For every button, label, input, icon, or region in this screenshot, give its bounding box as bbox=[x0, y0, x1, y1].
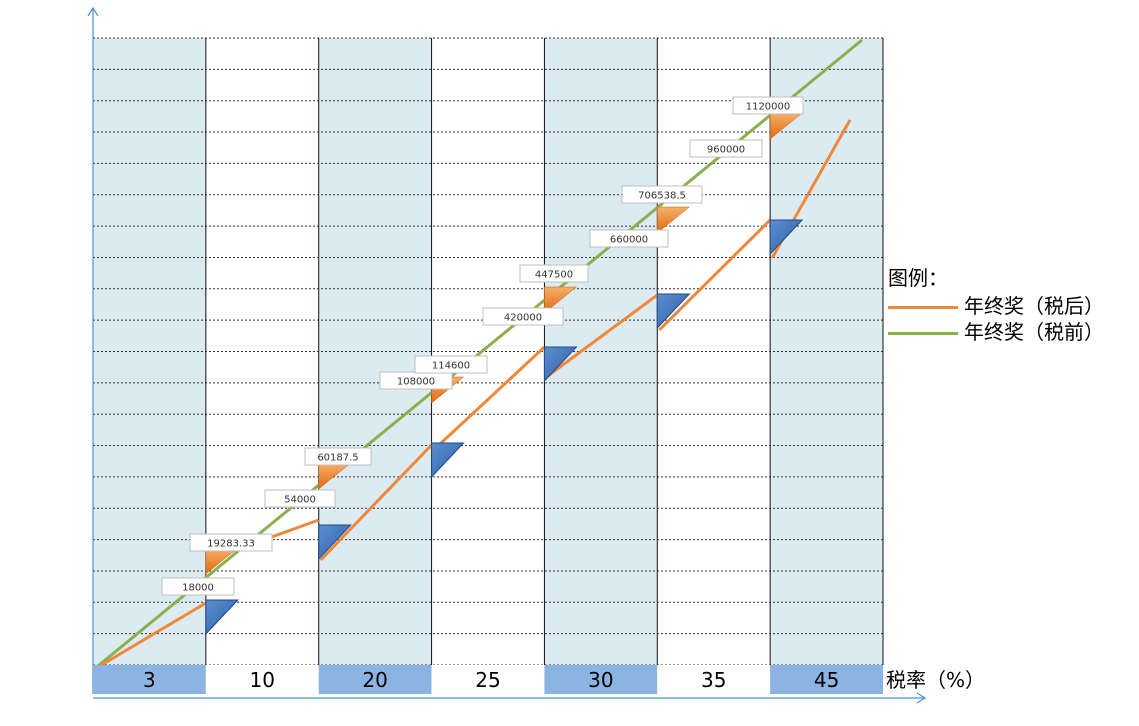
pre-tax-threshold-label: 108000 bbox=[397, 377, 435, 388]
after-tax-label-box bbox=[519, 264, 589, 283]
after-tax-threshold-label: 19283.33 bbox=[207, 539, 255, 550]
legend: 图例： 年终奖（税后） 年终奖（税前） bbox=[888, 262, 1104, 345]
x-tick-label: 45 bbox=[814, 668, 839, 692]
legend-item-after-tax: 年终奖（税后） bbox=[888, 293, 1104, 319]
after-tax-threshold-label: 114600 bbox=[432, 361, 470, 372]
pre-tax-label-box bbox=[589, 229, 669, 248]
legend-title: 图例： bbox=[888, 266, 948, 290]
category-cell-3 bbox=[93, 665, 206, 694]
rate-bands bbox=[93, 38, 883, 665]
axes bbox=[87, 6, 927, 704]
legend-label-after-tax: 年终奖（税后） bbox=[964, 294, 1104, 318]
after-tax-drop-marker bbox=[205, 599, 240, 636]
pre-tax-threshold-label: 54000 bbox=[284, 495, 316, 506]
x-axis-arrow bbox=[916, 692, 927, 704]
category-cell-20 bbox=[318, 665, 432, 694]
after-tax-drop-marker bbox=[543, 346, 578, 383]
after-tax-label-box bbox=[732, 96, 804, 115]
x-tick-label: 35 bbox=[701, 668, 726, 692]
series-line-after-tax-segment bbox=[92, 601, 207, 672]
pre-tax-label-box bbox=[161, 577, 235, 596]
category-cell-10 bbox=[205, 665, 319, 694]
y-axis-arrow bbox=[87, 6, 99, 17]
pre-tax-label-box bbox=[264, 489, 336, 508]
after-tax-threshold-label: 1120000 bbox=[746, 102, 791, 113]
pre-tax-label-box bbox=[689, 139, 763, 158]
rate-band-25 bbox=[431, 38, 545, 665]
pre-tax-threshold-label: 18000 bbox=[182, 583, 214, 594]
threshold-labels: 18000 19283.33 54000 60187.5 108000 114600 420… bbox=[161, 96, 804, 596]
x-tick-label: 3 bbox=[143, 668, 156, 692]
x-tick-label: 30 bbox=[588, 668, 613, 692]
after-tax-threshold-label: 706538.5 bbox=[638, 191, 686, 202]
legend-label-pre-tax: 年终奖（税前） bbox=[964, 320, 1104, 344]
category-cell-45 bbox=[770, 665, 883, 694]
after-tax-drop-marker bbox=[431, 442, 465, 479]
after-tax-jump-marker bbox=[544, 286, 578, 314]
pre-tax-threshold-label: 660000 bbox=[610, 235, 648, 246]
after-tax-drop-marker bbox=[318, 524, 352, 561]
category-bar: 3 10 20 25 30 35 45 bbox=[93, 665, 883, 694]
x-axis-label: 税率（%） bbox=[886, 668, 986, 692]
category-cell-35 bbox=[657, 665, 771, 694]
after-tax-threshold-label: 447500 bbox=[535, 270, 573, 281]
x-tick-label: 10 bbox=[250, 668, 275, 692]
pre-tax-threshold-label: 960000 bbox=[707, 145, 745, 156]
x-tick-label: 20 bbox=[362, 668, 387, 692]
after-tax-label-box bbox=[189, 533, 273, 552]
after-tax-jump-marker bbox=[657, 206, 690, 234]
legend-item-pre-tax: 年终奖（税前） bbox=[888, 319, 1104, 345]
after-tax-label-box bbox=[621, 185, 703, 204]
after-tax-threshold-label: 60187.5 bbox=[317, 453, 358, 464]
series-line-after-tax-segment bbox=[658, 218, 772, 332]
after-tax-drop-marker bbox=[656, 293, 691, 330]
pre-tax-label-box bbox=[482, 307, 564, 326]
category-cell-30 bbox=[544, 665, 658, 694]
after-tax-drop-marker bbox=[769, 219, 804, 256]
after-tax-label-box bbox=[414, 355, 488, 374]
category-cell-25 bbox=[431, 665, 545, 694]
after-tax-label-box bbox=[304, 447, 372, 466]
pre-tax-threshold-label: 420000 bbox=[504, 313, 542, 324]
series-line-after-tax-segment bbox=[432, 345, 546, 452]
legend-swatch-after-tax bbox=[888, 306, 958, 309]
legend-swatch-pre-tax bbox=[888, 332, 958, 335]
series-line-after-tax-segment bbox=[545, 293, 659, 379]
series-line-after-tax-segment bbox=[319, 443, 433, 562]
threshold-markers bbox=[205, 112, 804, 636]
x-tick-label: 25 bbox=[475, 668, 500, 692]
